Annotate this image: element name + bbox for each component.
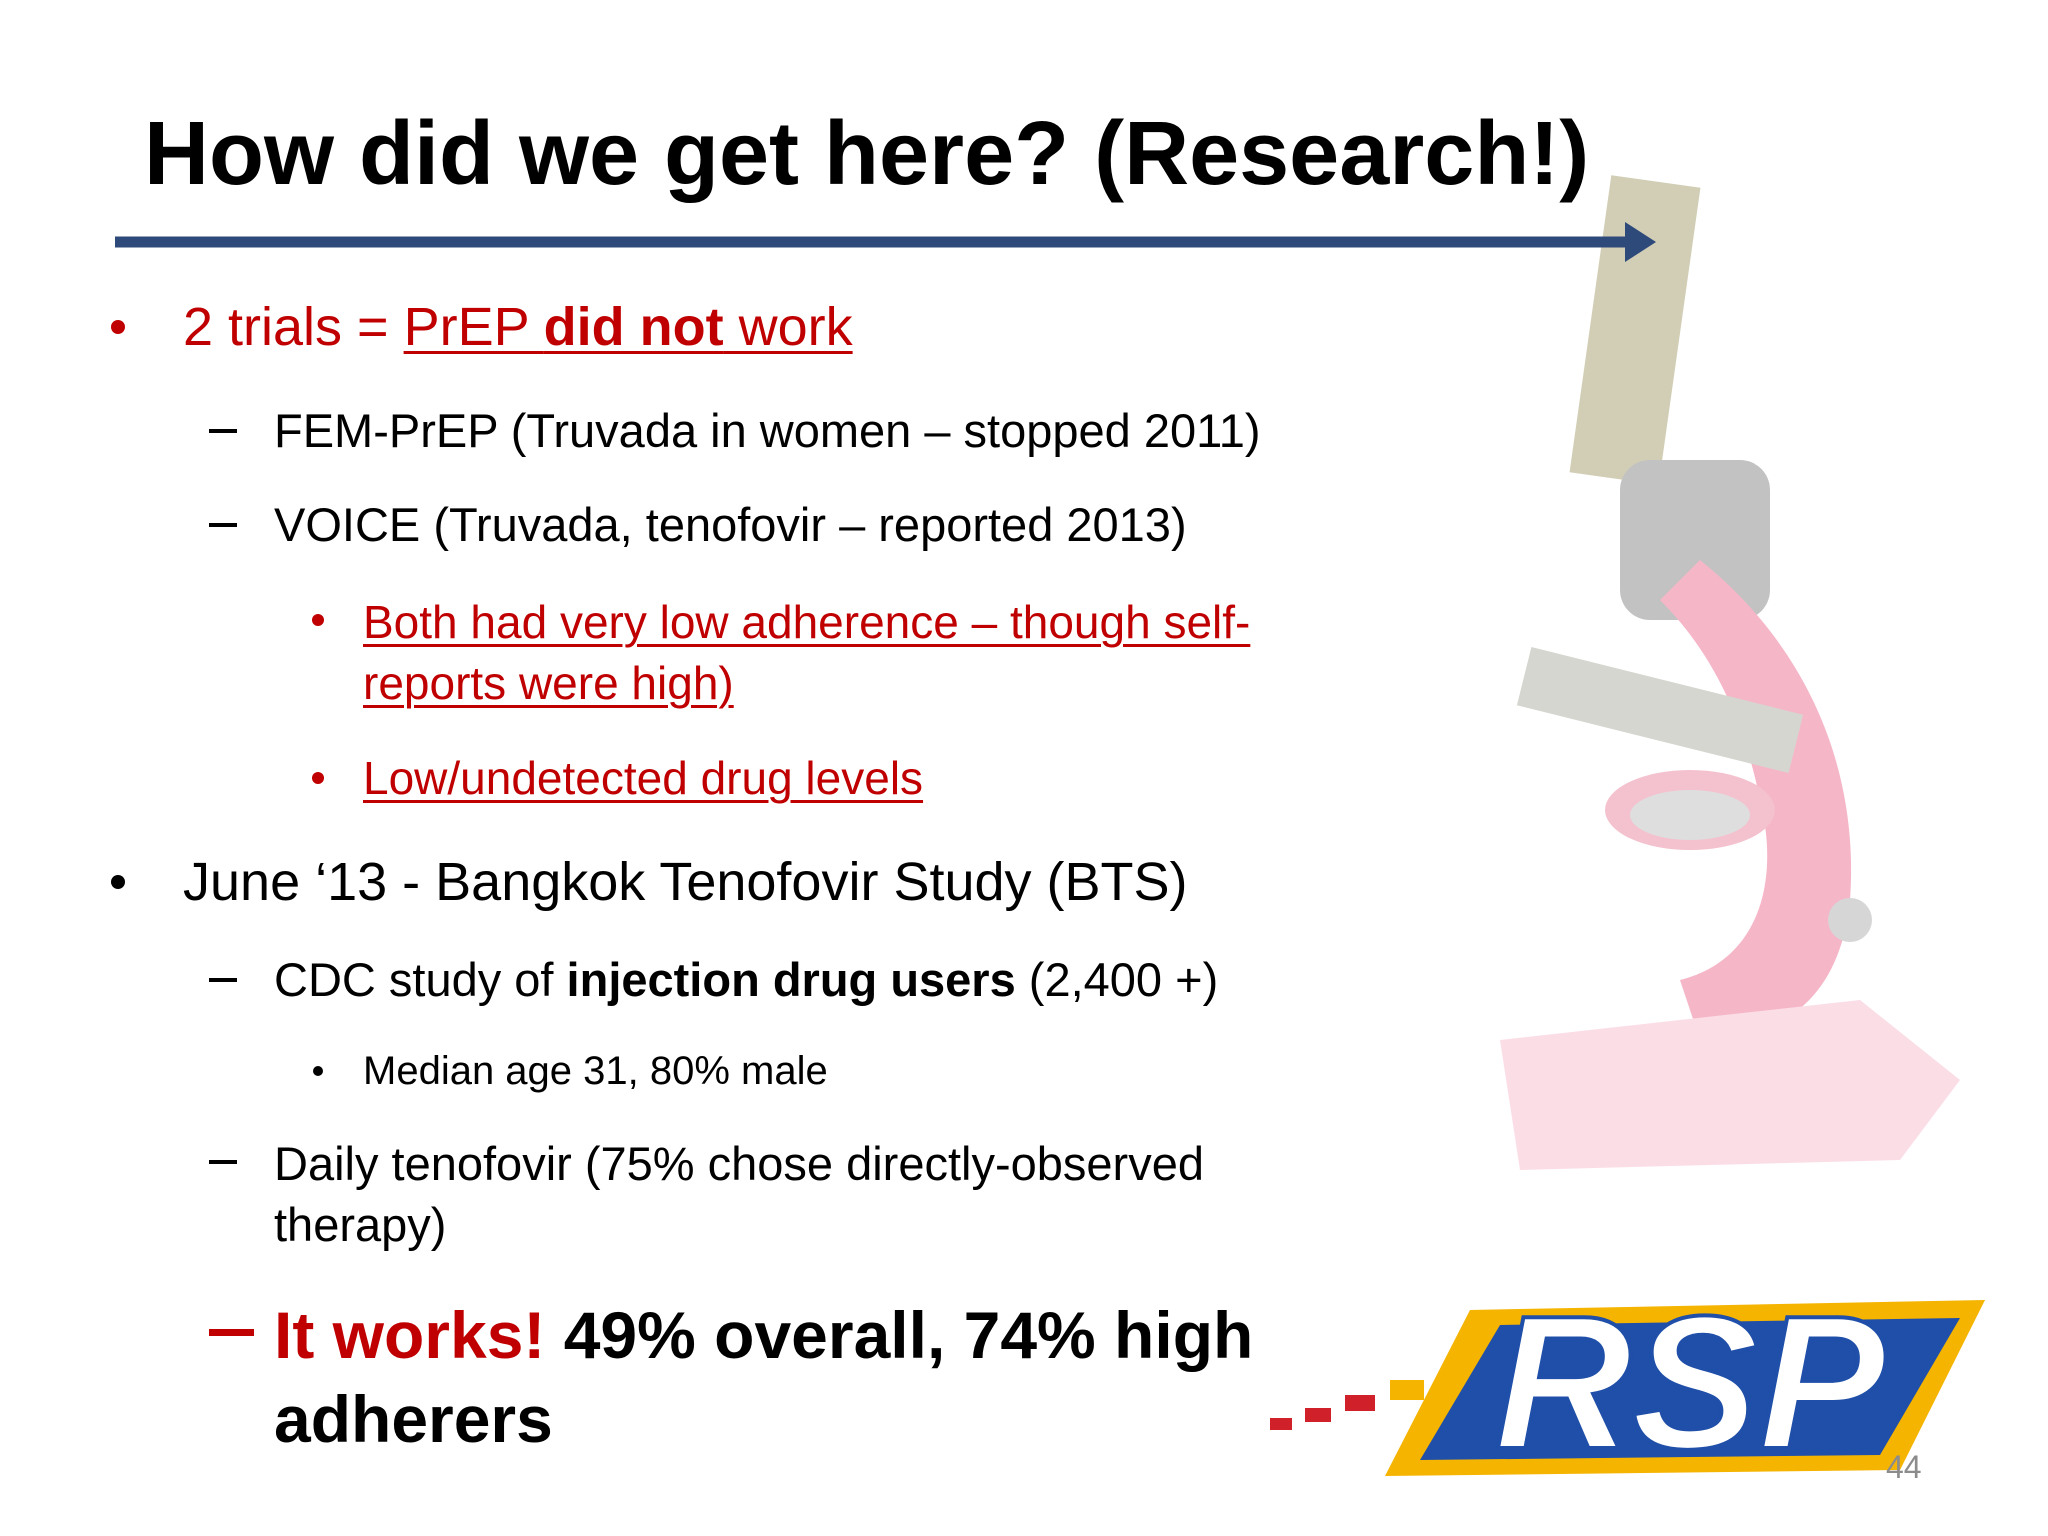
dash [209, 1329, 254, 1336]
microscope [1500, 175, 1960, 1170]
text-run: 49% overall, 74% high adherers [274, 1298, 1254, 1457]
sub-sub-bullet-text: Both had very low adherence – though sel… [363, 596, 1251, 709]
sub-bullet-text: FEM-PrEP (Truvada in women – stopped 201… [274, 404, 1261, 457]
page-number: 44 [1886, 1449, 1922, 1485]
bullet [313, 1066, 323, 1076]
bullet [312, 772, 324, 784]
text-run: did not [543, 297, 724, 357]
text-run: It works! [274, 1298, 546, 1372]
text-run: work [723, 297, 853, 357]
text-run: PrEP [403, 297, 544, 357]
slide-title: How did we get here? (Research!) [144, 104, 1590, 204]
sub-bullet-text: Daily tenofovir (75% chose directly-obse… [274, 1137, 1204, 1252]
logo-text: RSP [1495, 1277, 1886, 1489]
bullet [312, 614, 324, 626]
logo: RSP [1270, 1275, 1985, 1491]
dash [209, 978, 237, 982]
sub-bullet-text: CDC study of injection drug users (2,400… [274, 951, 1218, 1008]
text-run: (2,400 +) [1015, 953, 1219, 1006]
dash [209, 1160, 237, 1164]
text-run: PrEP did not work [404, 297, 853, 357]
sub-sub-bullet-text: Low/undetected drug levels [363, 752, 924, 804]
dash [209, 523, 237, 527]
text-run: CDC study of [274, 953, 567, 1006]
bullet-text: 2 trials = PrEP did not work [183, 295, 853, 361]
text-run: injection drug users [566, 953, 1016, 1006]
bullet [111, 875, 125, 889]
bullet [111, 320, 125, 334]
sub-bullet-text: It works! 49% overall, 74% high adherers [274, 1293, 1334, 1462]
dash [209, 429, 237, 433]
sub-sub-bullet-text: Median age 31, 80% male [363, 1049, 828, 1093]
bullet-text: June ‘13 - Bangkok Tenofovir Study (BTS) [183, 852, 1188, 912]
title-arrowhead [1625, 222, 1656, 262]
sub-bullet-text: VOICE (Truvada, tenofovir – reported 201… [274, 498, 1187, 551]
text-run: 2 trials = [183, 297, 404, 357]
